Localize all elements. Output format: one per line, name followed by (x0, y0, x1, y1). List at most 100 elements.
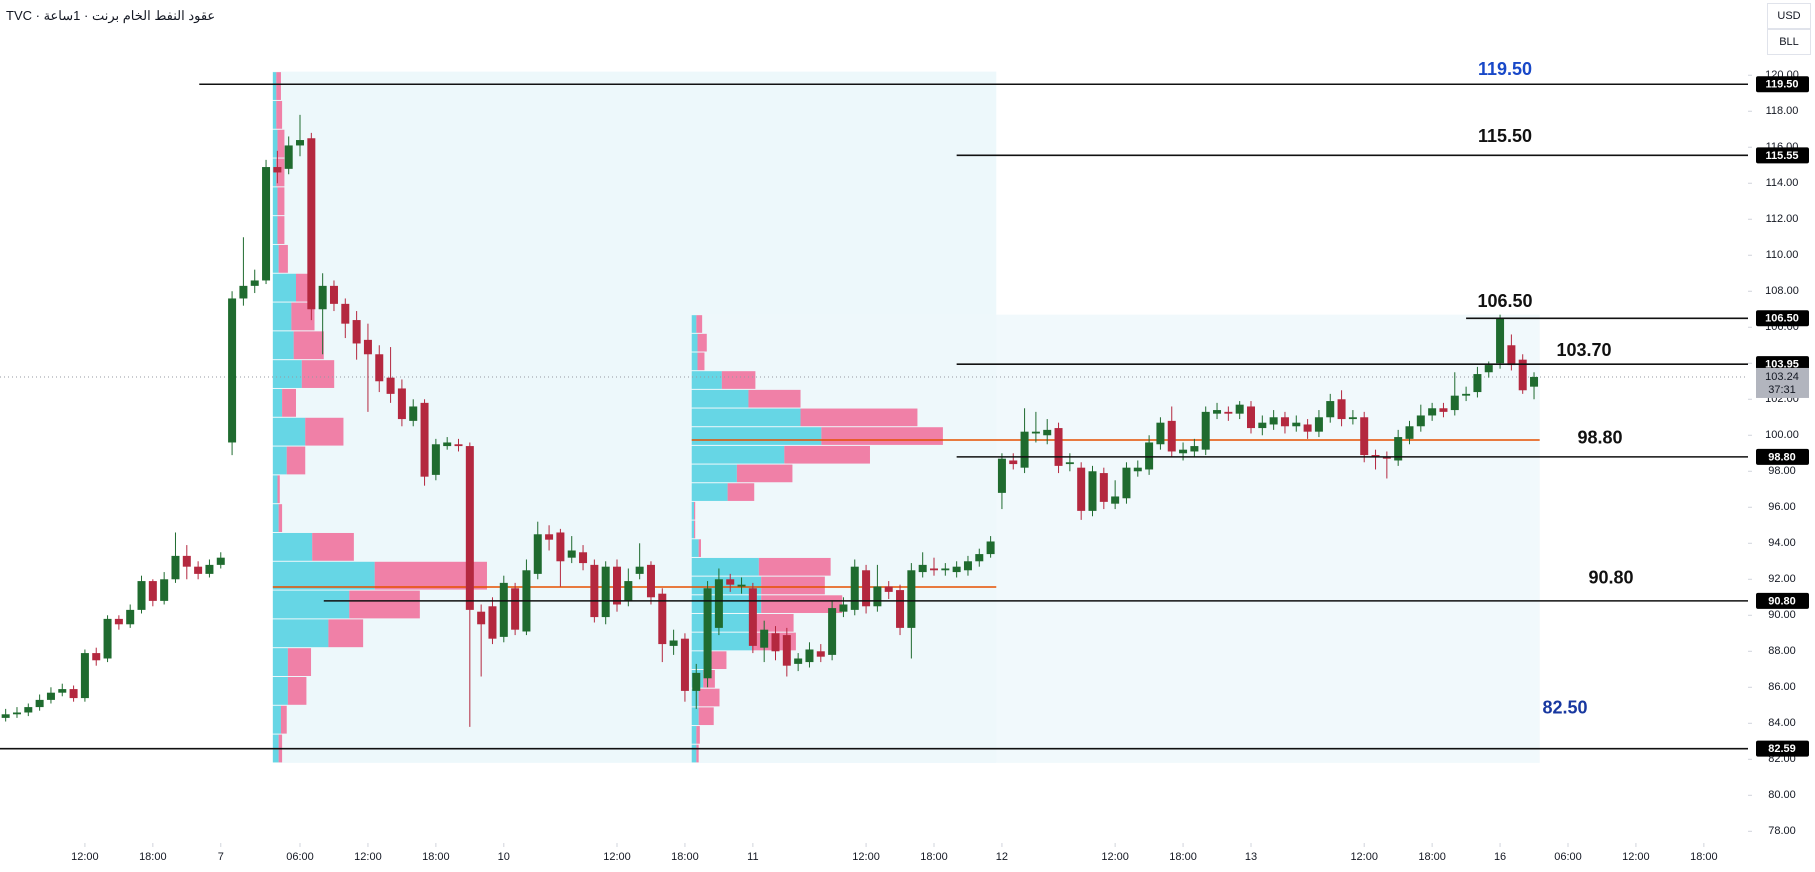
x-tick-label: 18:00 (671, 851, 699, 863)
candle-body (805, 649, 814, 663)
candle-body (103, 618, 112, 659)
candle-body (420, 402, 429, 477)
candle-body (307, 138, 316, 310)
candle-body (80, 653, 89, 699)
profile-sell (698, 707, 714, 726)
candle-body (816, 651, 825, 657)
y-tick-label: 78.00 (1768, 825, 1796, 837)
x-tick-label: 06:00 (1554, 851, 1582, 863)
candle-body (1190, 446, 1199, 452)
profile-buy (272, 72, 277, 100)
candle-body (556, 532, 565, 562)
y-tick-label: 110.00 (1766, 249, 1799, 261)
profile-sell (295, 273, 310, 302)
candle-body (680, 638, 689, 691)
candle-body (669, 640, 678, 646)
price-tag-label: 115.55 (1765, 150, 1798, 162)
profile-buy (272, 676, 288, 705)
candle-body (567, 550, 576, 558)
profile-buy (272, 532, 313, 561)
profile-sell (758, 557, 831, 576)
x-tick-label: 18:00 (920, 851, 948, 863)
y-tick-label: 92.00 (1768, 573, 1796, 585)
profile-sell (282, 388, 296, 417)
y-tick-label: 112.00 (1766, 213, 1799, 225)
profile-sell (287, 648, 312, 676)
price-tag (1756, 76, 1809, 93)
price-tag (1756, 147, 1809, 164)
candle-body (1246, 406, 1255, 429)
last-price-tag (1756, 367, 1809, 398)
candle-body (1111, 496, 1120, 504)
level-label: 119.50 (1478, 59, 1532, 79)
candle-body (386, 377, 395, 394)
candle-body (613, 566, 622, 605)
x-tick-label: 12:00 (852, 851, 880, 863)
x-tick-label: 10 (498, 851, 510, 863)
candle-body (533, 534, 542, 574)
candle-body (92, 653, 101, 661)
candle-body (862, 570, 871, 607)
candle-body (997, 458, 1006, 493)
candle-body (12, 712, 21, 715)
candle-body (1530, 376, 1539, 387)
profile-buy (691, 371, 722, 389)
y-tick-label: 90.00 (1768, 609, 1796, 621)
candle-body (635, 566, 644, 574)
candle-body (296, 140, 305, 146)
candle-body (963, 561, 972, 571)
candle-body (1439, 408, 1448, 412)
profile-sell (707, 651, 727, 670)
candle-body (171, 555, 180, 580)
profile-sell (800, 408, 918, 427)
candle-body (930, 568, 939, 571)
profile-buy (691, 688, 699, 707)
x-tick-label: 18:00 (1169, 851, 1197, 863)
candle-body (477, 611, 486, 625)
candle-body (1518, 359, 1527, 391)
candle-body (737, 584, 746, 587)
y-tick-label: 86.00 (1768, 681, 1796, 693)
x-tick-label: 12:00 (354, 851, 382, 863)
candle-body (24, 707, 33, 713)
candle-body (126, 609, 135, 625)
candle-body (284, 145, 293, 169)
profile-buy (691, 539, 699, 557)
candle-body (1314, 417, 1323, 432)
candle-body (499, 582, 508, 637)
candle-body (941, 568, 950, 571)
profile-sell (821, 427, 943, 445)
profile-buy (272, 302, 292, 331)
profile-sell (696, 315, 703, 333)
profile-buy (272, 475, 278, 504)
profile-sell (748, 389, 801, 408)
currency[interactable]: USD (1767, 3, 1811, 29)
candle-body (1496, 318, 1505, 364)
countdown-label: 37:31 (1768, 384, 1796, 396)
level-label: 98.80 (1577, 428, 1622, 448)
candle-body (409, 406, 418, 421)
profile-sell (721, 371, 756, 389)
profile-sell (293, 331, 324, 360)
candle-body (590, 564, 599, 618)
candle-body (1450, 395, 1459, 411)
profile-buy (691, 408, 801, 427)
price-tag-label: 90.80 (1768, 595, 1796, 607)
candle-body (329, 285, 338, 304)
candle-body (137, 581, 146, 610)
profile-sell (276, 72, 281, 100)
profile-buy (272, 331, 294, 360)
candle-body (601, 566, 610, 618)
candle-body (58, 689, 67, 693)
profile-sell (696, 726, 700, 744)
y-tick-label: 98.00 (1768, 465, 1796, 477)
profile-sell (277, 129, 285, 158)
unit[interactable]: BLL (1767, 29, 1811, 55)
candle-body (1043, 429, 1052, 436)
candle-body (692, 672, 701, 691)
x-tick-label: 7 (218, 851, 224, 863)
candle-body (1348, 417, 1357, 420)
candle-body (782, 635, 791, 666)
candle-body (1224, 411, 1233, 414)
candle-body (907, 570, 916, 628)
